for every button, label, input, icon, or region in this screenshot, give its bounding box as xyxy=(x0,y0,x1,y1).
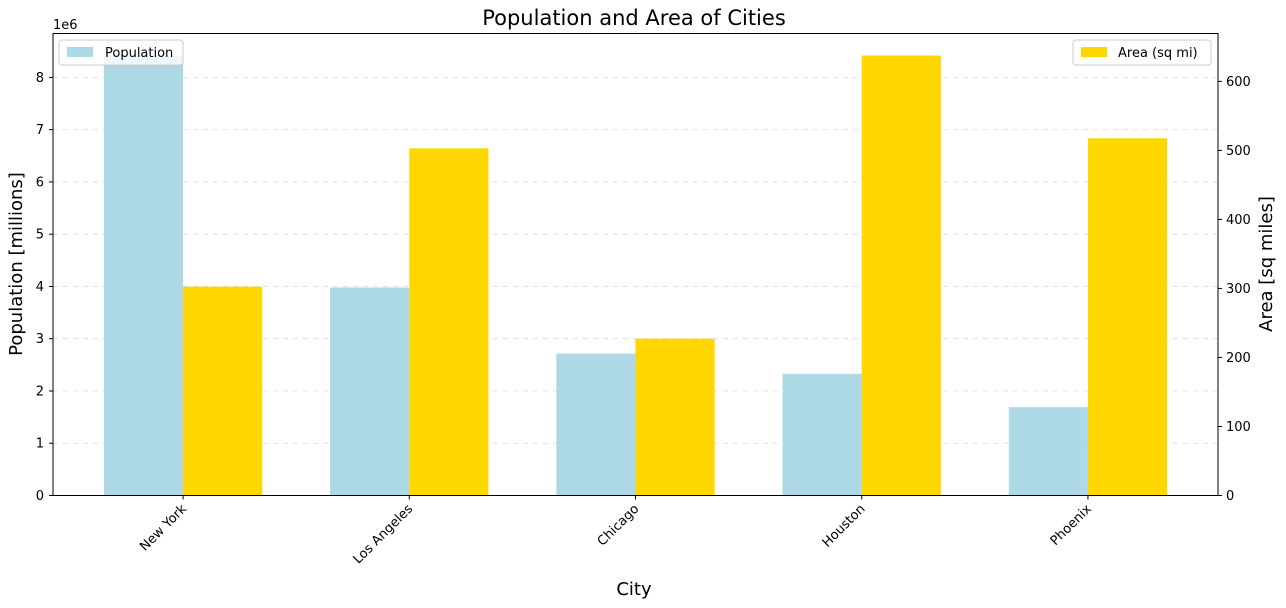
legend-population-box xyxy=(58,39,184,66)
legend-population-label: Population xyxy=(105,46,173,61)
bar-population xyxy=(330,287,410,496)
bar-population xyxy=(1008,407,1088,496)
y-tick-label: 8 xyxy=(36,71,44,86)
y2-tick-label: 600 xyxy=(1226,75,1251,90)
bars xyxy=(103,55,1168,496)
y-tick-label: 6 xyxy=(36,175,44,190)
y-offset-label: 1e6 xyxy=(53,18,78,33)
bar-area xyxy=(1087,138,1168,496)
y2-tick-label: 0 xyxy=(1226,489,1234,504)
y2-tick-label: 300 xyxy=(1226,282,1251,297)
y-tick-label: 7 xyxy=(36,123,44,138)
legend-population-swatch xyxy=(67,47,93,57)
bar-area xyxy=(861,55,941,496)
y2-tick-label: 500 xyxy=(1226,144,1251,159)
chart-title: Population and Area of Cities xyxy=(482,6,786,30)
y-tick-label: 2 xyxy=(36,384,44,399)
y-tick-label: 4 xyxy=(36,280,44,295)
y-tick-label: 0 xyxy=(36,489,44,504)
y2-tick-label: 200 xyxy=(1226,351,1251,366)
bar-population xyxy=(556,353,636,496)
bar-area xyxy=(183,286,263,496)
y2-tick-label: 400 xyxy=(1226,213,1251,228)
y-axis-label: Population [millions] xyxy=(6,172,27,356)
legend-area-label: Area (sq mi) xyxy=(1118,46,1198,61)
bar-area xyxy=(635,338,715,496)
legend-area-box xyxy=(1072,39,1212,66)
bar-area xyxy=(409,148,489,496)
bar-population xyxy=(782,373,862,496)
y-tick-label: 3 xyxy=(36,332,44,347)
x-axis-label: City xyxy=(616,579,652,600)
right-axis: 0 100 200 300 400 500 600 xyxy=(1218,75,1251,504)
y2-axis-label: Area [sq miles] xyxy=(1256,196,1277,332)
legend-area: Area (sq mi) xyxy=(1072,39,1212,66)
legend-area-swatch xyxy=(1081,47,1107,57)
y-tick-label: 5 xyxy=(36,228,44,243)
legend-population: Population xyxy=(58,39,184,66)
y2-tick-label: 100 xyxy=(1226,420,1251,435)
left-axis: 0 1 2 3 4 5 6 7 8 xyxy=(36,71,53,504)
bar-population xyxy=(103,55,184,496)
y-tick-label: 1 xyxy=(36,437,44,452)
